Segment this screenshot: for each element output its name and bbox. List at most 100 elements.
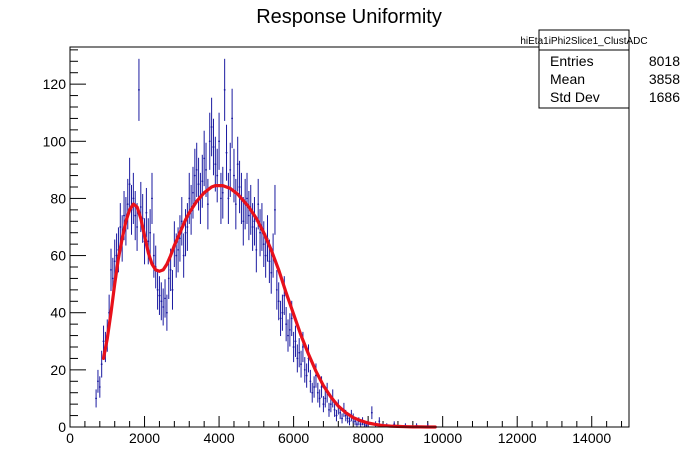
point-marker <box>246 197 248 200</box>
point-marker <box>341 417 343 420</box>
point-marker <box>100 363 103 366</box>
data-point <box>274 184 276 235</box>
data-point <box>223 58 226 121</box>
point-marker <box>212 146 215 148</box>
point-marker <box>294 340 297 343</box>
point-marker <box>346 417 349 420</box>
point-marker <box>169 268 172 271</box>
data-point <box>292 331 295 363</box>
point-marker <box>123 214 125 217</box>
data-point <box>149 209 152 257</box>
point-marker <box>98 386 101 388</box>
data-point <box>164 279 166 318</box>
point-marker <box>158 294 161 297</box>
point-marker <box>359 423 362 426</box>
point-marker <box>192 191 194 194</box>
point-marker <box>264 254 267 257</box>
point-marker <box>247 214 250 217</box>
point-marker <box>95 397 97 400</box>
stat-value-std-dev: 1686 <box>649 89 680 105</box>
point-marker <box>281 311 284 314</box>
point-marker <box>156 288 159 291</box>
data-point <box>234 178 237 230</box>
data-point <box>236 136 239 192</box>
plot-frame <box>69 46 630 428</box>
data-point <box>206 178 209 230</box>
data-point <box>247 190 250 241</box>
data-point <box>210 97 213 157</box>
x-tick-label: 0 <box>66 430 74 446</box>
point-marker <box>270 271 273 274</box>
point-marker <box>365 424 368 427</box>
point-marker <box>208 140 211 143</box>
point-marker <box>186 226 189 228</box>
data-point <box>193 148 196 203</box>
point-marker <box>164 297 166 300</box>
stat-label-std-dev: Std Dev <box>550 89 600 105</box>
point-marker <box>182 254 185 257</box>
stats-box: hiEta1iPhi2Slice1_ClustADC Entries 8018 … <box>520 29 680 109</box>
y-tick-label: 0 <box>58 419 66 435</box>
point-marker <box>262 243 265 246</box>
chart-title: Response Uniformity <box>256 6 442 28</box>
x-tick-label: 6000 <box>278 430 309 446</box>
data-point <box>324 389 327 408</box>
point-marker <box>151 197 153 200</box>
point-marker <box>288 328 291 331</box>
point-marker <box>201 180 204 183</box>
data-point <box>152 233 155 278</box>
data-point <box>281 294 284 331</box>
point-marker <box>292 346 295 348</box>
y-tick-label: 80 <box>50 190 66 206</box>
data-point <box>298 338 301 368</box>
point-marker <box>290 317 293 320</box>
point-marker <box>238 186 241 188</box>
stat-value-entries: 8018 <box>649 53 680 69</box>
data-point <box>275 270 278 310</box>
point-marker <box>335 414 338 417</box>
point-marker <box>234 203 237 206</box>
data-point <box>341 413 343 424</box>
point-marker <box>316 391 319 394</box>
point-marker <box>145 211 148 214</box>
data-point <box>171 270 174 310</box>
point-marker <box>205 168 207 171</box>
point-marker <box>363 423 366 426</box>
data-point <box>205 142 207 197</box>
stat-value-mean: 3858 <box>649 71 680 87</box>
x-tick-label: 4000 <box>203 430 234 446</box>
data-point <box>197 157 200 211</box>
data-point <box>316 382 319 403</box>
data-point <box>165 294 168 331</box>
x-tick-label: 14000 <box>572 430 611 446</box>
data-point <box>214 136 217 192</box>
x-tick-label: 2000 <box>129 430 160 446</box>
point-marker <box>233 174 235 177</box>
data-point <box>221 166 224 219</box>
data-point <box>313 376 315 398</box>
data-point <box>95 389 97 408</box>
point-marker <box>216 174 219 177</box>
point-marker <box>251 226 254 228</box>
point-marker <box>111 277 114 280</box>
data-point <box>253 197 256 246</box>
data-point <box>162 288 165 326</box>
point-marker <box>287 334 289 337</box>
point-marker <box>318 397 321 400</box>
point-marker <box>188 197 191 200</box>
data-point <box>98 376 101 398</box>
data-point <box>160 282 163 321</box>
point-marker <box>309 380 312 383</box>
point-marker <box>221 191 224 194</box>
data-point <box>246 172 248 224</box>
point-marker <box>257 203 260 206</box>
data-point <box>132 172 135 224</box>
data-point <box>233 148 235 203</box>
point-marker <box>128 183 131 186</box>
data-point <box>279 300 282 337</box>
point-marker <box>320 386 323 388</box>
data-point <box>167 257 170 300</box>
point-marker <box>113 260 116 263</box>
point-marker <box>344 414 347 417</box>
point-marker <box>296 357 299 360</box>
